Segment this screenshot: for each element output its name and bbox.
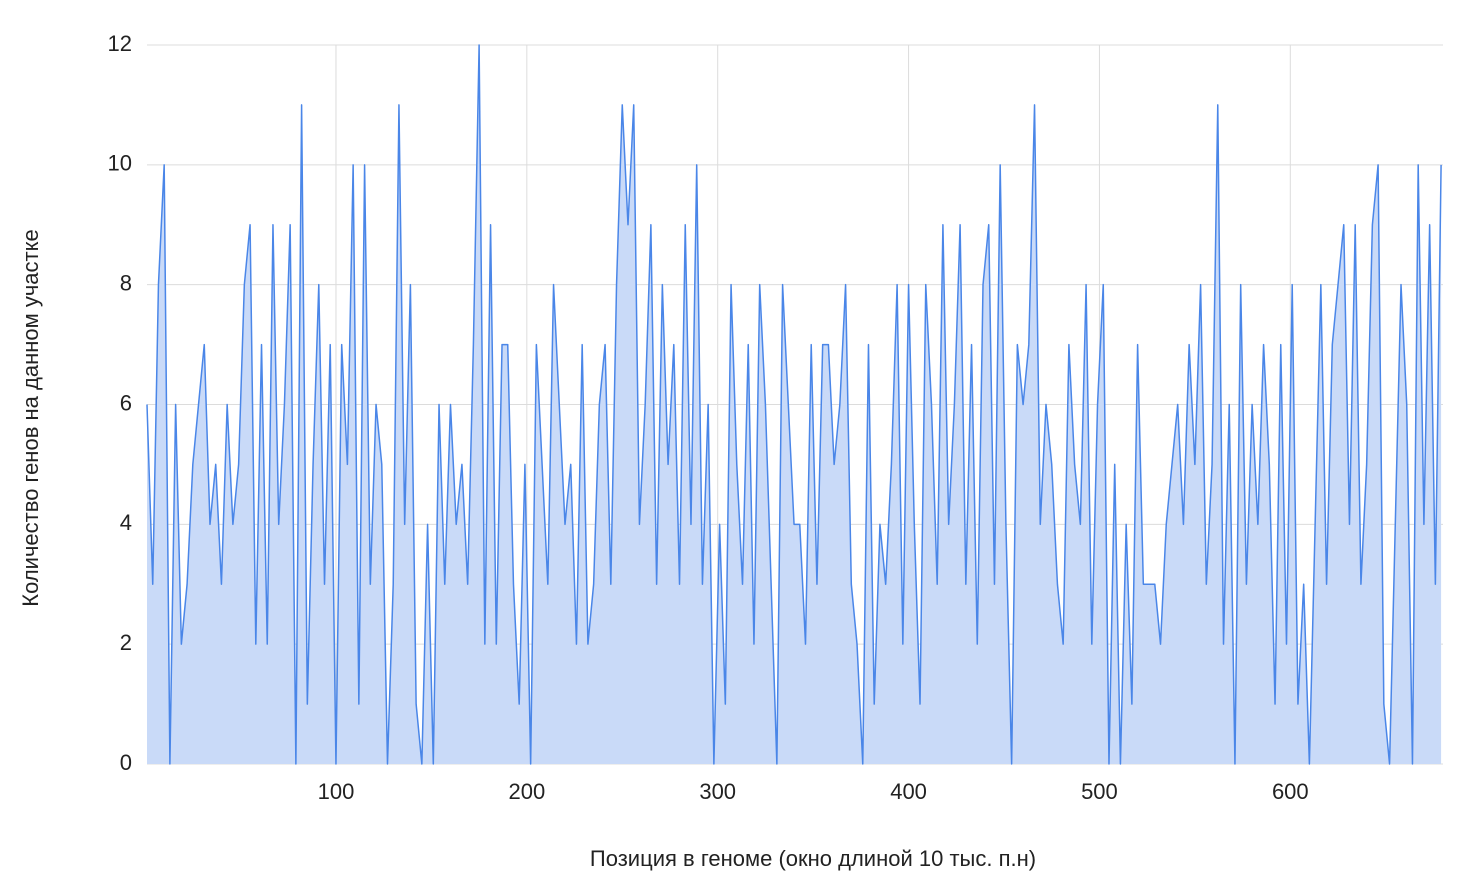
y-tick-label: 0 [120,750,132,775]
x-axis-title: Позиция в геноме (окно длиной 10 тыс. п.… [590,846,1036,871]
x-tick-label: 200 [508,779,545,804]
y-tick-label: 10 [108,151,132,176]
y-tick-label: 12 [108,31,132,56]
y-tick-label: 6 [120,390,132,415]
area-line [146,44,1442,765]
x-tick-label: 600 [1272,779,1309,804]
y-axis-title: Количество генов на данном участке [18,229,43,606]
y-tick-label: 8 [120,270,132,295]
x-tick-label: 100 [318,779,355,804]
y-tick-label: 2 [120,630,132,655]
y-tick-label: 4 [120,510,132,535]
x-tick-label: 400 [890,779,927,804]
x-tick-label: 500 [1081,779,1118,804]
x-tick-label: 300 [699,779,736,804]
area-fill [147,45,1442,764]
